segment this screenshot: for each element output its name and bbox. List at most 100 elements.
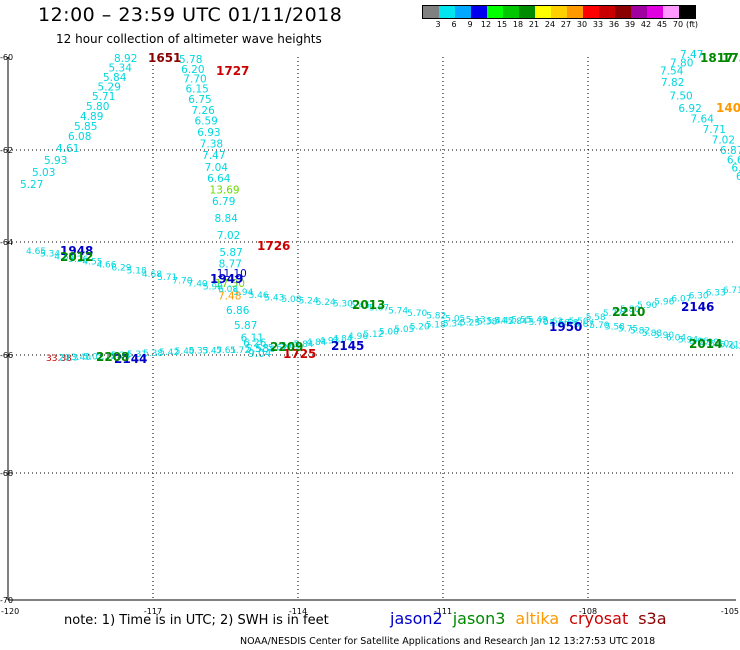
pass-time-label: 1948 — [60, 244, 93, 258]
pass-time-label: 2146 — [681, 300, 714, 314]
pass-time-label: 2144 — [114, 352, 147, 366]
altimeter-tracks: 8.925.345.845.295.715.804.895.856.084.61… — [20, 49, 740, 364]
swh-value: 5.85 — [74, 121, 97, 133]
swh-value: 7.04 — [205, 162, 229, 174]
swh-value: 5.00 — [379, 327, 399, 337]
swh-value: 7.80 — [670, 57, 693, 69]
swh-value: 5.40 — [175, 347, 195, 357]
legend-label: 45 — [656, 20, 668, 29]
legend-swatch — [599, 6, 615, 18]
swh-value: 7.48 — [218, 290, 241, 302]
map-frame — [7, 57, 736, 601]
satellite-jason3-label: jason3 — [452, 609, 506, 628]
swh-value: 6.92 — [678, 103, 701, 115]
swh-value: 5.71 — [157, 273, 177, 283]
swh-value: 6.26 — [243, 338, 267, 350]
legend-swatch — [679, 6, 695, 18]
swh-value: 5.38 — [143, 349, 163, 359]
legend-label: 70 — [672, 20, 684, 29]
latitude-label: -66 — [0, 351, 13, 360]
legend-label: 24 — [544, 20, 556, 29]
swh-value: 7.54 — [660, 66, 684, 78]
swh-value: 5.38 — [477, 318, 497, 328]
swh-value: 5.93 — [44, 155, 67, 167]
pass-time-label: 2013 — [352, 298, 385, 312]
legend-label: 27 — [560, 20, 572, 29]
swh-value: 6.21 — [719, 341, 739, 351]
swh-value: 7.64 — [691, 114, 715, 126]
swh-value: 5.94 — [678, 336, 698, 346]
swh-value: 5.46 — [249, 291, 269, 301]
swh-value: 7.70 — [172, 276, 192, 286]
pass-time-label: 1817 — [700, 51, 733, 65]
swh-value: 20.3 — [58, 354, 78, 364]
swh-value: 5.62 — [543, 317, 563, 327]
swh-value: 6.08 — [218, 285, 238, 295]
longitude-label: -105 — [721, 607, 739, 616]
swh-value: 6.15 — [185, 84, 208, 96]
latitude-label: -62 — [0, 146, 13, 155]
swh-value: 5.98 — [203, 282, 223, 292]
map-grid — [8, 57, 736, 600]
swh-value: 5.70 — [589, 321, 609, 331]
swh-value: 13.69 — [210, 185, 240, 197]
swh-value: 5.49 — [528, 316, 548, 326]
swh-value: 5.70 — [407, 309, 427, 319]
swh-value: 5.88 — [642, 329, 662, 339]
swh-value: 5.99 — [699, 338, 719, 348]
swh-value: 5.65 — [281, 342, 301, 352]
swh-value: 6.86 — [226, 305, 250, 317]
latitude-label: -70 — [0, 596, 13, 605]
satellite-key: jason2 jason3 altika cryosat s3a — [390, 609, 677, 628]
swh-value: 5.82 — [426, 312, 446, 322]
swh-value: 8.84 — [214, 213, 238, 225]
swh-value: 6.04 — [666, 333, 686, 343]
swh-value: 6.7 — [736, 171, 740, 183]
swh-value: 7.47 — [680, 49, 703, 61]
legend-label: 9 — [467, 20, 473, 29]
swh-value: 4.68 — [142, 270, 162, 280]
swh-value: 5.84 — [103, 72, 127, 84]
legend-swatch — [647, 6, 663, 18]
swh-value: 5.72 — [230, 346, 250, 356]
swh-value: 6.33 — [706, 289, 726, 299]
swh-value: 5.34 — [443, 320, 463, 330]
swh-value: 6.64 — [207, 173, 231, 185]
swh-value: 5.58 — [586, 313, 606, 323]
swh-value: 5.66 — [550, 319, 570, 329]
swh-value: 6.34 — [730, 342, 740, 352]
legend-swatch — [439, 6, 455, 18]
swh-value: 5.34 — [109, 63, 133, 75]
swh-value: 9.04 — [248, 348, 272, 360]
legend-swatch — [583, 6, 599, 18]
swh-value: 6.29 — [111, 263, 131, 273]
legend-swatch — [503, 6, 519, 18]
swh-value: 5.33 — [188, 347, 208, 357]
swh-value: 6.10 — [709, 339, 729, 349]
swh-value: 5.12 — [363, 330, 383, 340]
swh-value: 6.5 — [731, 163, 740, 175]
legend-swatch — [663, 6, 679, 18]
swh-value: 5.58 — [246, 343, 269, 355]
swh-value: 4.84 — [333, 335, 353, 345]
swh-value: 4.84 — [306, 338, 326, 348]
legend-swatch — [615, 6, 631, 18]
swh-value: 5.67 — [369, 304, 389, 314]
pass-time-label: 1757 — [722, 51, 740, 65]
swh-value: 5.50 — [569, 317, 589, 327]
swh-value: 6.79 — [212, 196, 235, 208]
swh-value: 5.24 — [111, 351, 131, 361]
swh-value: 5.87 — [219, 247, 242, 259]
swh-value: 5.34 — [40, 250, 60, 260]
pass-time-label: 2208 — [96, 350, 129, 364]
swh-value: 5.80 — [620, 305, 640, 315]
swh-value: 5.70 — [529, 318, 549, 328]
pass-time-label: 1651 — [148, 51, 181, 65]
legend-swatch — [471, 6, 487, 18]
swh-value: 4.66 — [96, 260, 116, 270]
swh-value: 4.96 — [348, 332, 368, 342]
legend-label: 36 — [608, 20, 620, 29]
swh-value: 8.77 — [219, 258, 242, 270]
swh-value: 6.08 — [68, 131, 91, 143]
